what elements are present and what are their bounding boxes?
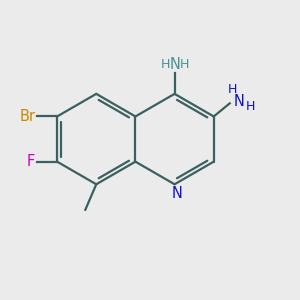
Text: H: H xyxy=(228,83,237,96)
Text: F: F xyxy=(27,154,35,169)
Text: Br: Br xyxy=(19,109,35,124)
Text: N: N xyxy=(172,186,183,201)
Text: N: N xyxy=(169,57,180,72)
Text: H: H xyxy=(246,100,255,113)
Text: N: N xyxy=(234,94,245,110)
Text: H: H xyxy=(179,58,189,70)
Text: H: H xyxy=(160,58,170,70)
